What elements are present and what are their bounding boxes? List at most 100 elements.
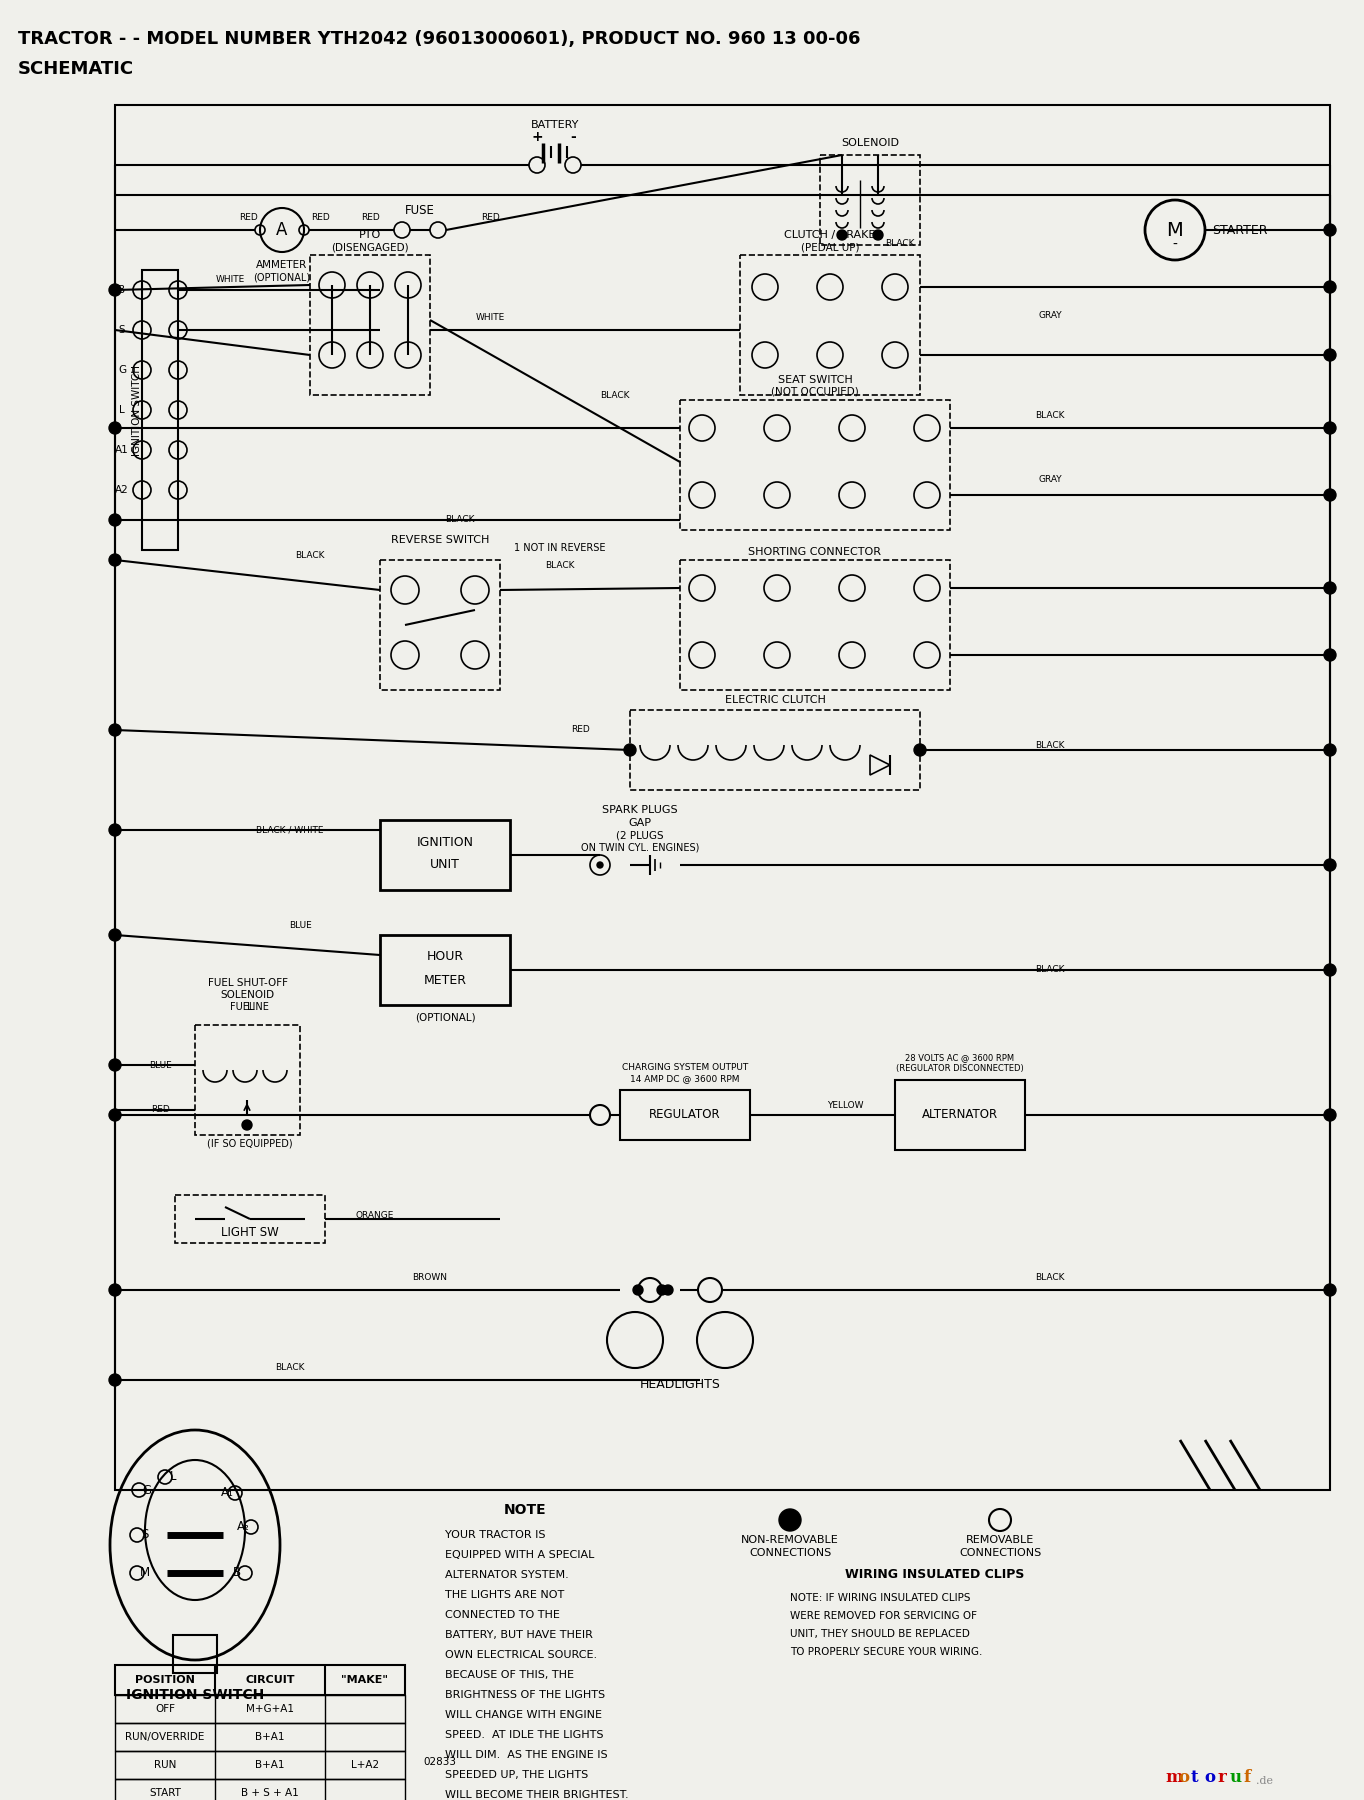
Text: SOLENOID: SOLENOID [221, 990, 274, 1001]
Text: BLACK: BLACK [600, 391, 630, 400]
Circle shape [109, 1058, 121, 1071]
Text: YELLOW: YELLOW [827, 1100, 863, 1109]
Circle shape [1324, 223, 1335, 236]
Text: START: START [149, 1787, 181, 1798]
Bar [115, 1696, 405, 1723]
Text: -: - [1173, 238, 1177, 252]
Circle shape [1324, 1109, 1335, 1121]
Text: SCHEMATIC: SCHEMATIC [18, 59, 134, 77]
Text: WIRING INSULATED CLIPS: WIRING INSULATED CLIPS [846, 1568, 1024, 1582]
Text: "MAKE": "MAKE" [341, 1676, 389, 1685]
Circle shape [657, 1285, 667, 1294]
Circle shape [109, 724, 121, 736]
Circle shape [241, 1120, 252, 1130]
Circle shape [109, 929, 121, 941]
Circle shape [837, 230, 847, 239]
Text: (OPTIONAL): (OPTIONAL) [415, 1012, 475, 1022]
Circle shape [1324, 581, 1335, 594]
Text: WILL CHANGE WITH ENGINE: WILL CHANGE WITH ENGINE [445, 1710, 602, 1721]
Text: A2: A2 [115, 484, 128, 495]
Text: G: G [117, 365, 125, 374]
Text: (NOT OCCUPIED): (NOT OCCUPIED) [771, 387, 859, 398]
Text: PTO: PTO [359, 230, 381, 239]
Text: GAP: GAP [629, 817, 652, 828]
Text: CONNECTED TO THE: CONNECTED TO THE [445, 1609, 559, 1620]
Text: FUEL: FUEL [231, 1003, 255, 1012]
Text: 28 VOLTS AC @ 3600 RPM: 28 VOLTS AC @ 3600 RPM [906, 1053, 1015, 1062]
Text: IGNITION SWITCH: IGNITION SWITCH [125, 1688, 265, 1703]
Text: FUEL SHUT-OFF: FUEL SHUT-OFF [207, 977, 288, 988]
Text: SOLENOID: SOLENOID [842, 139, 899, 148]
Text: ALTERNATOR: ALTERNATOR [922, 1109, 998, 1121]
Bar [142, 270, 177, 551]
Text: WHITE: WHITE [476, 313, 505, 322]
Bar [381, 934, 510, 1004]
Bar [381, 560, 501, 689]
Text: RED: RED [480, 214, 499, 223]
Text: BROWN: BROWN [412, 1274, 447, 1282]
Circle shape [1324, 859, 1335, 871]
Text: m: m [1165, 1769, 1183, 1786]
Circle shape [623, 743, 636, 756]
Text: B: B [119, 284, 125, 295]
Circle shape [109, 421, 121, 434]
Text: o: o [1178, 1769, 1189, 1786]
Bar [621, 1091, 750, 1139]
Text: CONNECTIONS: CONNECTIONS [959, 1548, 1041, 1559]
Text: f: f [1243, 1769, 1251, 1786]
Text: S: S [142, 1528, 149, 1541]
Circle shape [109, 824, 121, 835]
Text: UNIT: UNIT [430, 859, 460, 871]
Bar [195, 1024, 300, 1136]
Text: WILL DIM.  AS THE ENGINE IS: WILL DIM. AS THE ENGINE IS [445, 1750, 607, 1760]
Bar [115, 1723, 405, 1751]
Text: METER: METER [423, 974, 466, 986]
Text: NOTE: NOTE [503, 1503, 547, 1517]
Text: CHARGING SYSTEM OUTPUT: CHARGING SYSTEM OUTPUT [622, 1064, 747, 1073]
Circle shape [1324, 1283, 1335, 1296]
Circle shape [1324, 743, 1335, 756]
Bar [820, 155, 919, 245]
Text: GRAY: GRAY [1038, 475, 1061, 484]
Circle shape [663, 1285, 672, 1294]
Text: REMOVABLE: REMOVABLE [966, 1535, 1034, 1544]
Text: TO PROPERLY SECURE YOUR WIRING.: TO PROPERLY SECURE YOUR WIRING. [790, 1647, 982, 1658]
Text: BLACK: BLACK [445, 515, 475, 524]
Circle shape [109, 554, 121, 565]
Text: M: M [1166, 221, 1184, 239]
Text: M: M [140, 1566, 150, 1580]
Text: (OPTIONAL): (OPTIONAL) [254, 274, 311, 283]
Text: LIGHT SW: LIGHT SW [221, 1226, 278, 1240]
Text: NON-REMOVABLE: NON-REMOVABLE [741, 1535, 839, 1544]
Text: A: A [277, 221, 288, 239]
Text: RUN/OVERRIDE: RUN/OVERRIDE [125, 1732, 205, 1742]
Text: 02833: 02833 [423, 1757, 457, 1768]
Text: B+A1: B+A1 [255, 1760, 285, 1769]
Text: B: B [233, 1566, 241, 1580]
Text: NOTE: IF WIRING INSULATED CLIPS: NOTE: IF WIRING INSULATED CLIPS [790, 1593, 971, 1604]
Text: M+G+A1: M+G+A1 [246, 1705, 295, 1714]
Text: BLACK: BLACK [295, 551, 325, 560]
Text: UNIT, THEY SHOULD BE REPLACED: UNIT, THEY SHOULD BE REPLACED [790, 1629, 970, 1640]
Text: WERE REMOVED FOR SERVICING OF: WERE REMOVED FOR SERVICING OF [790, 1611, 977, 1622]
Text: STARTER: STARTER [1213, 223, 1267, 236]
Text: -: - [570, 130, 576, 144]
Circle shape [1324, 281, 1335, 293]
Text: GRAY: GRAY [1038, 310, 1061, 320]
Text: RED: RED [150, 1105, 169, 1114]
Text: SEAT SWITCH: SEAT SWITCH [777, 374, 852, 385]
Text: HEADLIGHTS: HEADLIGHTS [640, 1379, 720, 1391]
Text: RUN: RUN [154, 1760, 176, 1769]
Text: POSITION: POSITION [135, 1676, 195, 1685]
Text: ORANGE: ORANGE [356, 1210, 394, 1220]
Circle shape [1324, 650, 1335, 661]
Text: OFF: OFF [155, 1705, 175, 1714]
Text: REVERSE SWITCH: REVERSE SWITCH [391, 535, 490, 545]
Text: BLACK: BLACK [885, 238, 915, 247]
Text: BLUE: BLUE [289, 920, 311, 929]
Text: BRIGHTNESS OF THE LIGHTS: BRIGHTNESS OF THE LIGHTS [445, 1690, 606, 1699]
Text: BATTERY: BATTERY [531, 121, 580, 130]
Text: SHORTING CONNECTOR: SHORTING CONNECTOR [749, 547, 881, 556]
Text: THE LIGHTS ARE NOT: THE LIGHTS ARE NOT [445, 1589, 565, 1600]
Text: BLACK: BLACK [1035, 965, 1065, 974]
